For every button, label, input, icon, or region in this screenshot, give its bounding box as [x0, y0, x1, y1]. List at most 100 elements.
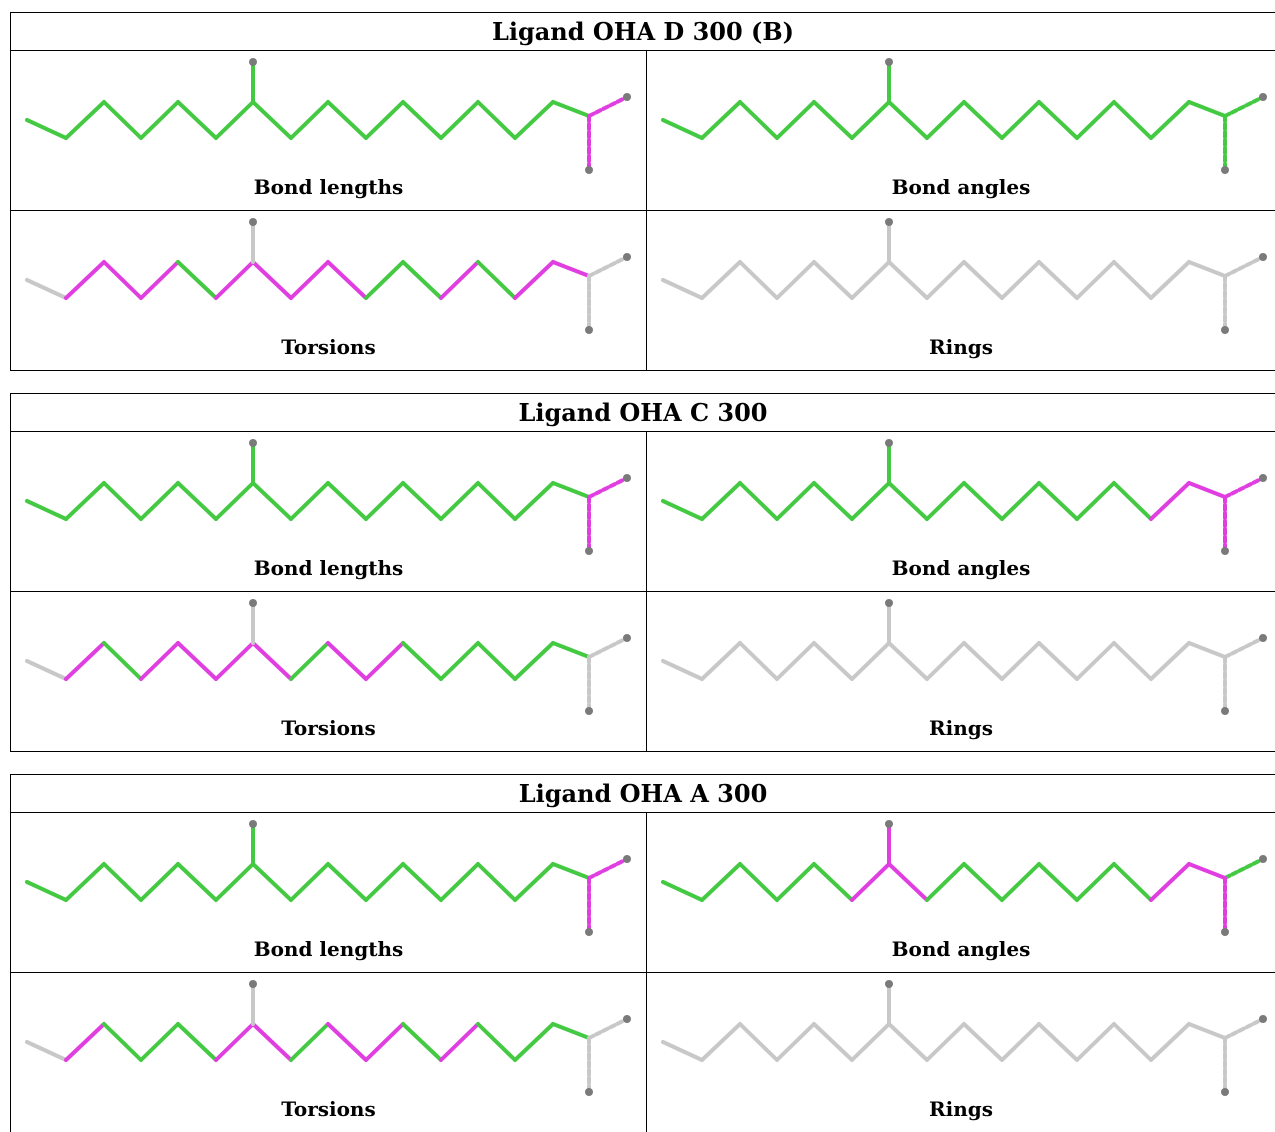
- chain-bond: [289, 481, 330, 521]
- chain-bond: [700, 260, 742, 300]
- panel-torsions: Torsions: [10, 972, 647, 1132]
- chain-bond: [251, 862, 293, 902]
- divider: [10, 591, 1275, 592]
- chain-bond: [476, 100, 517, 140]
- oxygen-atom: [249, 980, 257, 988]
- chain-bond: [176, 260, 218, 300]
- terminal-bond: [1223, 256, 1263, 278]
- chain-bond: [775, 862, 816, 902]
- chain-bond: [476, 260, 517, 300]
- oxygen-atom: [585, 928, 593, 936]
- chain-bond: [214, 100, 255, 140]
- chain-bond: [1112, 481, 1153, 521]
- chain-bond: [850, 260, 891, 300]
- chain-bond: [25, 278, 68, 300]
- chain-bond: [738, 260, 779, 300]
- terminal-bond: [587, 637, 627, 659]
- chain-bond: [551, 1022, 591, 1040]
- oxygen-atom: [585, 166, 593, 174]
- chain-bond: [1037, 481, 1079, 521]
- chain-bond: [1075, 1022, 1116, 1062]
- chain-bond: [513, 481, 555, 521]
- chain-bond: [513, 1022, 555, 1062]
- chain-bond: [364, 862, 405, 902]
- chain-bond: [1037, 641, 1079, 681]
- chain-bond: [401, 862, 443, 902]
- chain-bond: [64, 481, 106, 521]
- oxygen-atom: [1221, 928, 1229, 936]
- chain-bond: [962, 100, 1004, 140]
- chain-bond: [1075, 100, 1116, 140]
- chain-bond: [775, 260, 816, 300]
- oxygen-atom: [1259, 253, 1267, 261]
- chain-bond: [214, 260, 255, 300]
- oxygen-atom: [885, 218, 893, 226]
- chain-bond: [439, 260, 480, 300]
- oxygen-atom: [623, 253, 631, 261]
- chain-bond: [1112, 100, 1153, 140]
- chain-bond: [775, 100, 816, 140]
- terminal-bond: [1223, 1018, 1263, 1040]
- chain-bond: [887, 260, 929, 300]
- chain-bond: [401, 641, 443, 681]
- divider: [10, 751, 1275, 752]
- chain-bond: [775, 641, 816, 681]
- chain-bond: [476, 1022, 517, 1062]
- oxygen-atom: [1221, 326, 1229, 334]
- chain-bond: [738, 862, 779, 902]
- chain-bond: [401, 100, 443, 140]
- chain-bond: [775, 1022, 816, 1062]
- chain-bond: [925, 862, 966, 902]
- chain-bond: [812, 641, 854, 681]
- chain-bond: [25, 118, 68, 140]
- chain-bond: [476, 862, 517, 902]
- chain-bond: [102, 260, 143, 300]
- chain-bond: [401, 1022, 443, 1062]
- panel-torsions: Torsions: [10, 591, 647, 751]
- chain-bond: [251, 260, 293, 300]
- chain-bond: [289, 862, 330, 902]
- chain-bond: [64, 641, 106, 681]
- chain-bond: [214, 641, 255, 681]
- chain-bond: [439, 100, 480, 140]
- oxygen-atom: [585, 547, 593, 555]
- chain-bond: [251, 481, 293, 521]
- oxygen-atom: [623, 474, 631, 482]
- chain-bond: [962, 481, 1004, 521]
- chain-bond: [1187, 641, 1227, 659]
- chain-bond: [700, 100, 742, 140]
- chain-bond: [139, 260, 180, 300]
- chain-bond: [661, 659, 704, 681]
- ligand-structure-diagram: [25, 58, 631, 174]
- panel-caption: Bond angles: [891, 175, 1031, 199]
- ligand-structure-diagram: [661, 980, 1267, 1096]
- chain-bond: [1112, 641, 1153, 681]
- chain-bond: [1000, 1022, 1041, 1062]
- chain-bond: [1000, 862, 1041, 902]
- chain-bond: [700, 481, 742, 521]
- chain-bond: [401, 260, 443, 300]
- panel-caption: Torsions: [281, 1097, 376, 1121]
- oxygen-atom: [623, 93, 631, 101]
- chain-bond: [176, 481, 218, 521]
- chain-bond: [289, 100, 330, 140]
- divider: [10, 50, 1275, 51]
- panel-caption: Bond lengths: [253, 556, 404, 580]
- ligand-structure-diagram: [25, 599, 631, 715]
- chain-bond: [251, 1022, 293, 1062]
- chain-bond: [176, 1022, 218, 1062]
- chain-bond: [1000, 481, 1041, 521]
- chain-bond: [139, 100, 180, 140]
- chain-bond: [1149, 1022, 1191, 1062]
- ligand-structure-diagram: [661, 599, 1267, 715]
- chain-bond: [439, 481, 480, 521]
- chain-bond: [850, 481, 891, 521]
- chain-bond: [887, 100, 929, 140]
- terminal-bond: [1223, 96, 1263, 118]
- panel-caption: Rings: [928, 1097, 993, 1121]
- ligand-structure-diagram: [661, 820, 1267, 936]
- chain-bond: [1149, 641, 1191, 681]
- chain-bond: [25, 880, 68, 902]
- chain-bond: [439, 862, 480, 902]
- chain-bond: [887, 641, 929, 681]
